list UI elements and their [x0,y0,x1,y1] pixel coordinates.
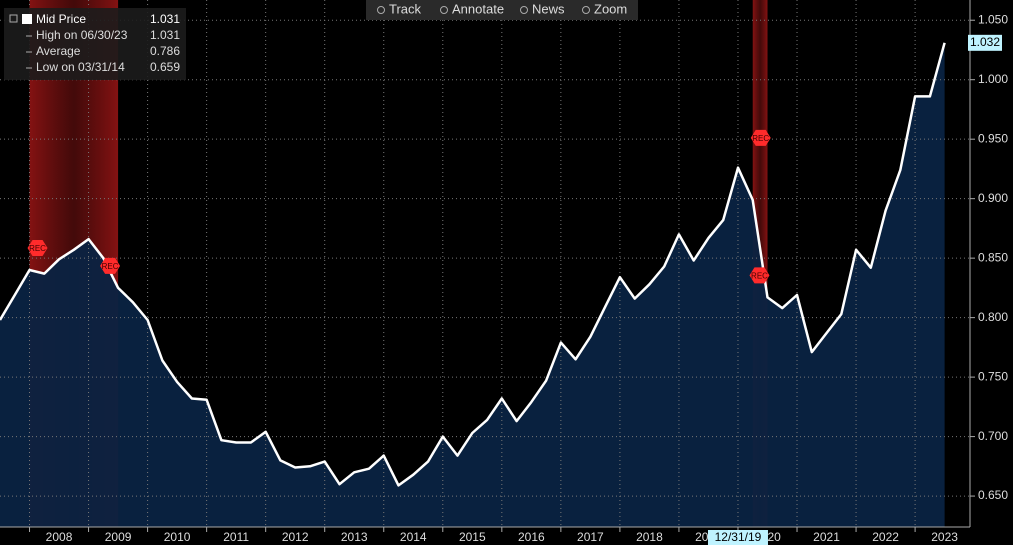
toolbar-icon [520,6,528,14]
toolbar-button[interactable]: News [532,1,565,16]
rec-badge-shape [750,129,771,146]
y-tick-label: 0.850 [978,250,1008,264]
y-tick-label: 0.750 [978,369,1008,383]
stat-label: Average [36,44,81,58]
stat-label: High on 06/30/23 [36,28,128,42]
y-tick-label: 1.050 [978,12,1008,26]
toolbar: Track Annotate News Zoom [366,0,638,20]
rec-badge: REC [749,267,770,284]
x-tick-label: 2022 [872,530,899,544]
x-tick-label: 2021 [813,530,840,544]
area [0,42,945,528]
toolbar-button[interactable]: Annotate [452,1,504,16]
x-tick-label: 2014 [400,530,427,544]
stat-label: Low on 03/31/14 [36,60,125,74]
x-tick-label: 2023 [931,530,958,544]
x-tick-label: 2012 [282,530,309,544]
x-tick-label: 2016 [518,530,545,544]
y-tick-label: 0.900 [978,191,1008,205]
stat-value: 1.031 [150,28,180,42]
y-tick-label: 0.950 [978,131,1008,145]
rec-badge-shape [27,240,48,257]
legend-label: Mid Price [36,12,86,26]
x-tick-label: 2013 [341,530,368,544]
plot-area: REC REC REC REC [0,0,970,528]
toolbar-button[interactable]: Zoom [594,1,627,16]
last-value-label: 1.032 [970,35,1000,49]
x-tick-label: 2009 [105,530,132,544]
toolbar-icon [582,6,590,14]
legend-swatch [22,14,32,24]
line [0,42,946,487]
x-tick-label: 2011 [223,530,249,544]
rec-badge-shape [100,257,121,274]
x-tick-label: 2015 [459,530,486,544]
legend-toggle [9,14,18,23]
y-tick-label: 0.650 [978,488,1008,502]
rec-badge-label: REC [29,244,46,253]
rec-badge: REC [27,240,48,257]
rec-badge: REC [100,257,121,274]
stat-value: 0.786 [150,44,180,58]
rec-badge-shape [749,267,770,284]
rec-badge: REC [750,129,771,146]
y-tick-label: 0.700 [978,429,1008,443]
legend-box [4,8,186,80]
x-tick-label: 2010 [164,530,191,544]
x-tick-label: 2017 [577,530,604,544]
x-tick-label: 2008 [46,530,73,544]
toolbar-button[interactable]: Track [389,1,422,16]
y-tick-label: 0.800 [978,310,1008,324]
legend-value: 1.031 [150,12,180,26]
x-tick-label: 2018 [636,530,663,544]
y-tick-label: 1.000 [978,72,1008,86]
rec-badge-label: REC [751,272,768,281]
last-value-box [968,34,1002,51]
stat-value: 0.659 [150,60,180,74]
crosshair-label: 12/31/19 [715,530,762,544]
toolbar-box [366,0,638,20]
legend: Mid Price 1.031 High on 06/30/23 1.031 Avera… [4,8,186,80]
crosshair-label-box [707,530,768,545]
toolbar-icon [440,6,448,14]
toolbar-icon [377,6,385,14]
rec-badge-label: REC [752,134,769,143]
rec-badge-label: REC [102,262,119,271]
